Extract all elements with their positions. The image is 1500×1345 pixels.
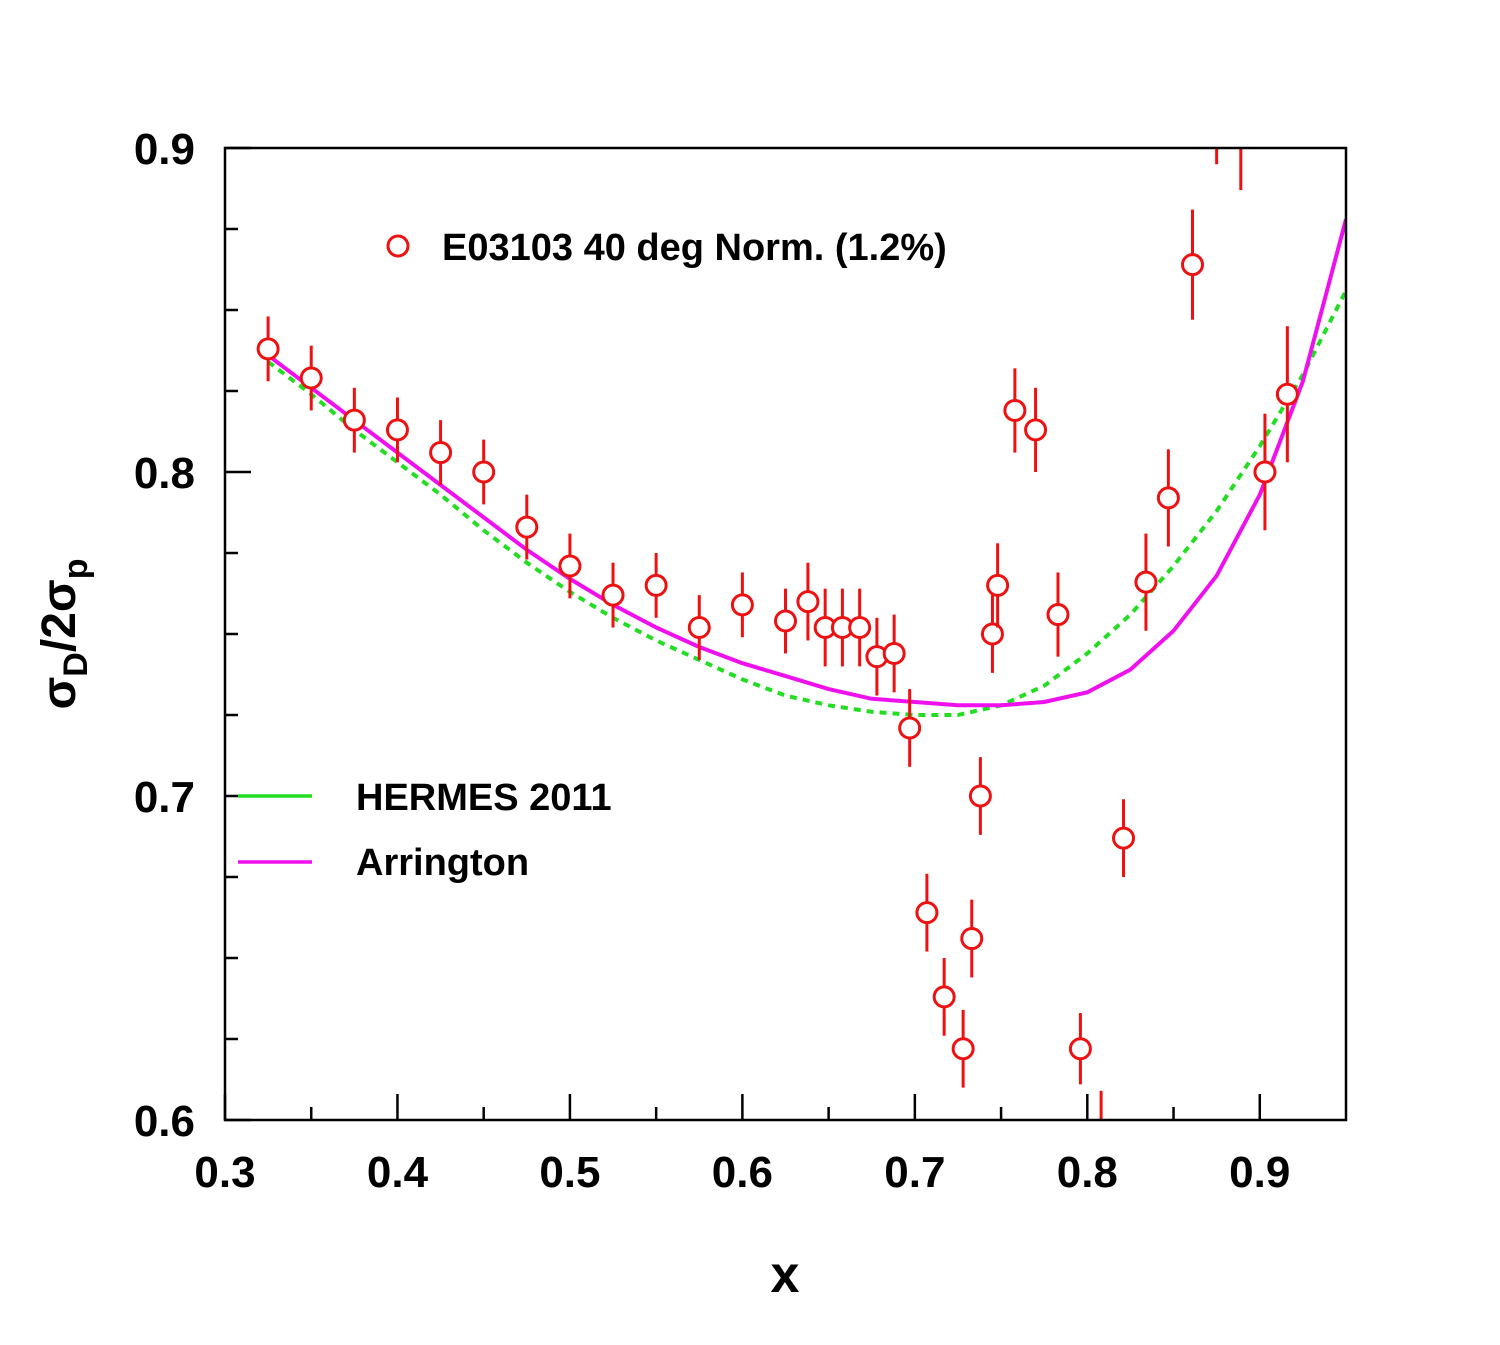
data-point: [960, 927, 984, 951]
data-point: [774, 609, 797, 633]
data-point: [1181, 253, 1205, 277]
data-point: [796, 590, 820, 614]
axis-ticks: 0.3 0.4 0.5 0.6 0.7 0.8 0.9 0.6 0.7 0.8 0.9: [134, 125, 1291, 1197]
data-point: [644, 573, 668, 597]
x-tick-label: 0.9: [1229, 1148, 1290, 1197]
y-tick-label: 0.9: [134, 125, 195, 174]
series-line-hermes-2011: [266, 289, 1346, 717]
data-point: [1068, 1037, 1092, 1061]
y-axis-title-sigma-p: σ: [33, 579, 86, 612]
legend-label-arrington: Arrington: [356, 842, 529, 884]
x-tick-label: 0.8: [1057, 1148, 1118, 1197]
x-tick-label: 0.7: [884, 1148, 945, 1197]
data-point: [915, 901, 939, 925]
y-axis-title: σD/2σp: [33, 558, 95, 709]
data-point: [515, 515, 539, 539]
legend-label-e03103: E03103 40 deg Norm. (1.2%): [442, 227, 947, 269]
data-point: [898, 716, 922, 740]
data-point: [687, 616, 711, 640]
data-point: [1024, 418, 1048, 442]
x-tick-label: 0.5: [539, 1148, 600, 1197]
legend: E03103 40 deg Norm. (1.2%) HERMES 2011 A…: [238, 227, 947, 884]
y-tick-label: 0.8: [134, 449, 195, 498]
data-point: [558, 554, 582, 578]
legend-label-hermes: HERMES 2011: [356, 777, 612, 819]
y-tick-label: 0.7: [134, 773, 195, 822]
data-point: [385, 418, 409, 442]
data-point: [256, 337, 280, 361]
data-point: [1134, 570, 1158, 594]
data-point: [968, 784, 992, 808]
data-point: [986, 573, 1010, 597]
series-layer: [256, 148, 1346, 1120]
data-point: [951, 1037, 975, 1061]
y-axis-title-mid: /2: [33, 612, 86, 652]
legend-marker-e03103: [386, 234, 410, 258]
data-point: [1003, 398, 1027, 422]
x-tick-label: 0.3: [194, 1148, 255, 1197]
data-point: [980, 622, 1004, 646]
y-axis-title-sigma-d: σ: [33, 677, 86, 710]
data-point: [601, 583, 625, 607]
data-point: [1275, 382, 1299, 406]
data-point: [1112, 826, 1136, 850]
data-point: [932, 985, 956, 1009]
x-tick-label: 0.6: [712, 1148, 773, 1197]
data-point: [1253, 460, 1277, 484]
data-point: [882, 641, 906, 665]
data-point: [299, 366, 323, 390]
data-point: [342, 408, 366, 432]
y-axis-title-sub-d: D: [57, 652, 95, 677]
data-point: [429, 441, 453, 465]
data-point: [472, 460, 496, 484]
y-axis-title-sub-p: p: [57, 558, 95, 579]
data-point: [730, 593, 754, 617]
data-point: [1046, 603, 1070, 627]
x-tick-label: 0.4: [367, 1148, 429, 1197]
x-axis-title: x: [771, 1246, 800, 1304]
data-point: [848, 616, 872, 640]
data-point: [1156, 486, 1180, 510]
series-line-arrington: [266, 218, 1346, 708]
y-tick-label: 0.6: [134, 1097, 195, 1146]
